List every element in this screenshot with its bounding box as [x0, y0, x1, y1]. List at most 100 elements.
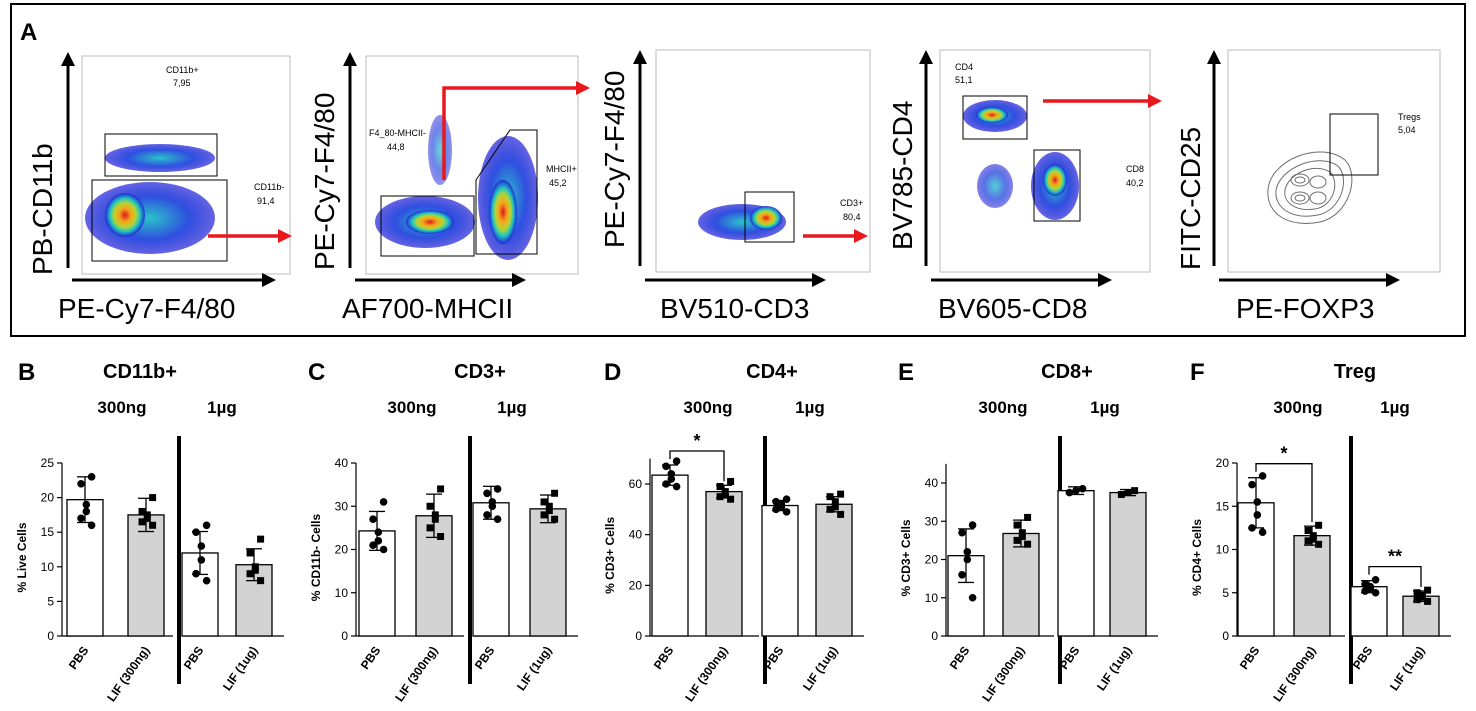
dose-label: 1µg — [1380, 398, 1410, 417]
dose-label: 300ng — [978, 398, 1027, 417]
data-point — [1258, 472, 1267, 480]
data-point — [437, 533, 445, 541]
data-point — [727, 495, 735, 503]
data-point — [257, 535, 265, 543]
data-point — [1065, 488, 1074, 497]
data-point — [493, 485, 502, 493]
data-point — [826, 493, 834, 501]
data-point — [493, 515, 502, 524]
dose-label: 300ng — [1273, 398, 1322, 417]
data-point — [1117, 490, 1125, 498]
chart-title: CD4+ — [746, 361, 798, 383]
y-tick-label: 10 — [925, 591, 939, 605]
dose-label: 300ng — [683, 398, 732, 417]
data-point — [963, 548, 972, 556]
plot-2-scatter — [428, 115, 452, 185]
y-axis-label: % CD11b- Cells — [309, 513, 323, 601]
plot-3-hotspot — [750, 206, 782, 230]
data-point — [1315, 521, 1323, 529]
data-point — [958, 528, 966, 537]
gate-value: 44,8 — [387, 142, 405, 152]
gate-value: 80,4 — [843, 212, 861, 222]
gating-arrow-4-head — [1148, 94, 1162, 108]
data-point — [551, 515, 559, 523]
chart-title: Treg — [1334, 361, 1376, 383]
data-point — [672, 457, 681, 466]
data-point — [431, 511, 439, 519]
data-point — [721, 490, 729, 498]
y-tick-label: 15 — [1216, 499, 1230, 513]
data-point — [87, 521, 96, 530]
data-point — [1248, 480, 1256, 489]
data-point — [143, 514, 151, 522]
data-point — [1424, 597, 1432, 605]
data-point — [772, 505, 780, 514]
category-label: PBS — [947, 644, 973, 672]
panel-a-frame — [10, 3, 1466, 337]
y-tick-label: 5 — [1222, 586, 1229, 600]
data-point — [540, 498, 548, 506]
category-label: PBS — [66, 644, 92, 672]
data-point — [1304, 526, 1312, 534]
plot-2-neg-hotspot — [406, 210, 454, 234]
data-point — [82, 500, 91, 509]
y-tick-label: 5 — [47, 594, 54, 608]
data-point — [1413, 589, 1421, 597]
y-tick-label: 0 — [1222, 629, 1229, 643]
bar — [472, 502, 510, 637]
gate-label: CD8 — [1126, 164, 1144, 174]
data-point — [246, 549, 254, 557]
gate-label: Tregs — [1398, 112, 1421, 122]
plot-5-x-arrowhead — [1386, 273, 1400, 287]
plot-5-y-label: FITC-CD25 — [1175, 127, 1206, 270]
category-label: PBS — [1350, 644, 1376, 672]
significance-label: ** — [1388, 547, 1402, 567]
bar — [127, 514, 165, 637]
gate-value: 40,2 — [1126, 178, 1144, 188]
data-point — [149, 494, 157, 502]
data-point — [202, 576, 211, 585]
dose-label: 1µg — [1090, 398, 1120, 417]
y-tick-label: 20 — [925, 553, 939, 567]
bar — [66, 499, 104, 637]
y-tick-label: 40 — [629, 528, 643, 542]
plot-4-x-label: BV605-CD8 — [938, 293, 1087, 324]
plot-4-cd8-hotspot — [1043, 164, 1067, 196]
data-point — [488, 502, 497, 511]
data-point — [837, 490, 845, 498]
plot-4-cd4-hotspot — [976, 107, 1008, 123]
plot-2-pos-hotspot — [489, 180, 517, 244]
category-label: PBS — [358, 644, 384, 672]
significance-bracket — [1255, 463, 1313, 523]
plot-5-y-arrowhead — [1207, 50, 1221, 64]
y-axis-label: % CD3+ Cells — [603, 516, 617, 593]
y-tick-label: 10 — [1216, 543, 1230, 557]
data-point — [1024, 540, 1032, 548]
data-point — [837, 510, 845, 518]
data-point — [1371, 588, 1380, 597]
data-point — [968, 521, 977, 529]
data-point — [716, 493, 724, 501]
category-label: PBS — [651, 644, 677, 672]
plot-3-x-arrowhead — [812, 273, 826, 287]
data-point — [1371, 575, 1380, 584]
bar-chart-f: F Treg 300ng 1µg 0 5 10 15 20 % CD4+ Cells PBS LIF … — [1190, 359, 1451, 704]
significance-bracket — [669, 450, 725, 482]
category-label: LIF (300ng) — [1270, 644, 1318, 704]
category-label: LIF (1ug) — [514, 644, 555, 694]
plot-4-dn-population — [977, 164, 1013, 208]
gating-arrow-3-head — [854, 229, 868, 243]
data-point — [968, 593, 977, 602]
data-point — [1258, 528, 1267, 536]
data-point — [958, 571, 966, 579]
plot-1-hotspot — [105, 193, 145, 237]
data-point — [379, 545, 388, 554]
y-tick-label: 30 — [925, 514, 939, 528]
bar — [1057, 489, 1095, 637]
data-point — [374, 537, 383, 545]
plot-5-gate-tregs — [1329, 113, 1379, 176]
bar-chart-b: B CD11b+ 300ng 1µg 0 5 10 15 20 25 % Live Cells PBS… — [15, 359, 284, 704]
data-point — [483, 511, 491, 519]
gating-arrow-2-head — [576, 81, 590, 95]
panel-label: B — [18, 359, 35, 386]
